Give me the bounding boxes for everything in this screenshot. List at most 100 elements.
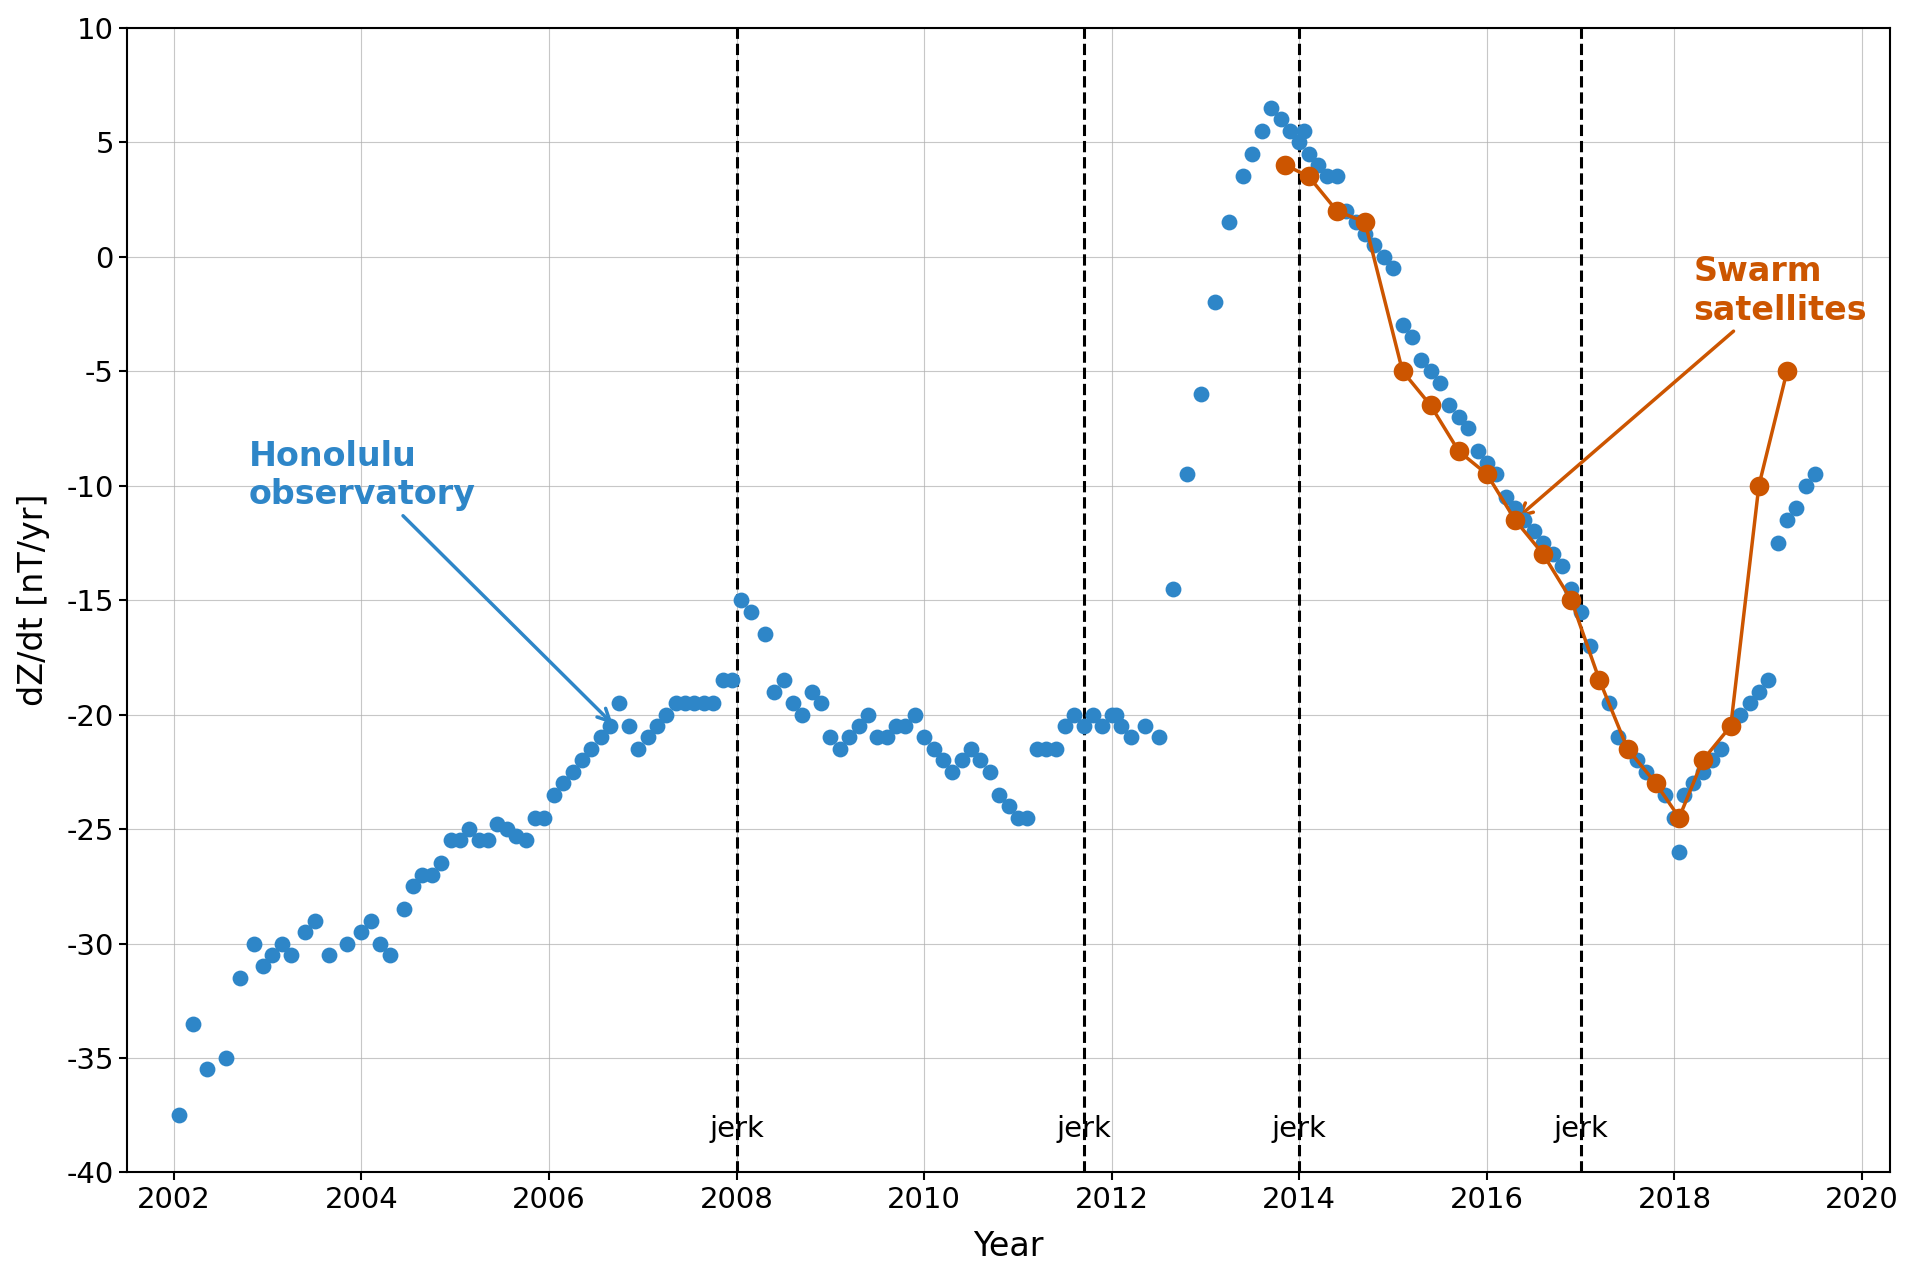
Point xyxy=(332,933,363,954)
Point xyxy=(1668,785,1699,805)
Point xyxy=(566,750,597,771)
Point xyxy=(816,727,847,748)
Point xyxy=(843,716,874,736)
Point xyxy=(374,945,405,965)
Point xyxy=(966,750,996,771)
Point xyxy=(1678,773,1709,794)
Point xyxy=(1613,739,1644,759)
Point xyxy=(177,1014,207,1034)
Point xyxy=(257,945,288,965)
Point xyxy=(511,831,541,851)
Point xyxy=(872,727,902,748)
Point xyxy=(1158,579,1188,599)
Point xyxy=(1021,739,1052,759)
Point xyxy=(632,727,662,748)
Point xyxy=(768,669,799,690)
Point xyxy=(1528,544,1559,564)
Text: jerk: jerk xyxy=(1553,1115,1609,1143)
Text: jerk: jerk xyxy=(1056,1115,1112,1143)
Point xyxy=(605,692,636,713)
Point xyxy=(530,808,561,828)
Point xyxy=(1041,739,1071,759)
Point xyxy=(1444,407,1475,428)
Point xyxy=(267,933,298,954)
Point xyxy=(1100,704,1131,724)
Point xyxy=(927,750,958,771)
Point xyxy=(1715,716,1745,736)
Point xyxy=(1304,155,1334,175)
Point xyxy=(192,1059,223,1079)
Point xyxy=(1350,212,1380,233)
Point xyxy=(778,692,808,713)
Point xyxy=(1284,132,1315,152)
Point xyxy=(1096,704,1127,724)
Point xyxy=(1555,579,1586,599)
Point xyxy=(492,819,522,840)
Point xyxy=(1321,201,1352,221)
Point xyxy=(300,910,330,931)
Point xyxy=(908,727,939,748)
Text: jerk: jerk xyxy=(1271,1115,1327,1143)
Point xyxy=(1772,509,1803,530)
Point xyxy=(1519,521,1549,541)
Point xyxy=(1471,463,1501,484)
Point xyxy=(1129,716,1160,736)
Point xyxy=(1490,486,1521,507)
Point xyxy=(1116,727,1146,748)
Point xyxy=(1753,669,1784,690)
Point xyxy=(707,669,737,690)
Point xyxy=(1791,475,1822,495)
Point xyxy=(1236,143,1267,164)
Point xyxy=(417,864,447,884)
Point xyxy=(1763,532,1793,553)
Point xyxy=(1060,704,1091,724)
Point xyxy=(947,750,977,771)
Point xyxy=(651,704,682,724)
Point xyxy=(595,716,626,736)
Point xyxy=(1659,808,1690,828)
Point xyxy=(1386,315,1417,335)
Point xyxy=(1688,762,1718,782)
Point xyxy=(833,727,864,748)
Point xyxy=(1288,120,1319,141)
Point xyxy=(576,739,607,759)
Point xyxy=(956,739,987,759)
Point xyxy=(365,933,396,954)
Point xyxy=(670,692,701,713)
Point xyxy=(1584,669,1615,690)
Point xyxy=(1799,463,1830,484)
Point xyxy=(1613,739,1644,759)
Point xyxy=(1256,97,1286,118)
Point xyxy=(1269,155,1300,175)
Point xyxy=(426,854,457,874)
Point xyxy=(1444,442,1475,462)
Point xyxy=(1227,166,1258,187)
Point xyxy=(937,762,968,782)
Point xyxy=(993,796,1023,817)
Point xyxy=(1574,636,1605,657)
Point xyxy=(209,1048,240,1069)
Point xyxy=(787,704,818,724)
Point xyxy=(1715,716,1745,736)
Point xyxy=(1640,773,1670,794)
Point xyxy=(1500,498,1530,518)
Point xyxy=(407,864,438,884)
Point xyxy=(758,681,789,701)
Point xyxy=(1565,602,1596,622)
Text: jerk: jerk xyxy=(708,1115,764,1143)
Point xyxy=(1630,762,1661,782)
Point xyxy=(1068,716,1098,736)
Point xyxy=(355,910,386,931)
Point xyxy=(716,669,747,690)
Point xyxy=(975,762,1006,782)
Point xyxy=(824,739,854,759)
Point xyxy=(445,831,476,851)
Point xyxy=(689,692,720,713)
Point xyxy=(1548,556,1578,576)
Point xyxy=(557,762,588,782)
Point xyxy=(1640,773,1670,794)
Point xyxy=(1415,361,1446,381)
Point xyxy=(1012,808,1043,828)
Point xyxy=(1425,372,1455,393)
Point xyxy=(862,727,893,748)
